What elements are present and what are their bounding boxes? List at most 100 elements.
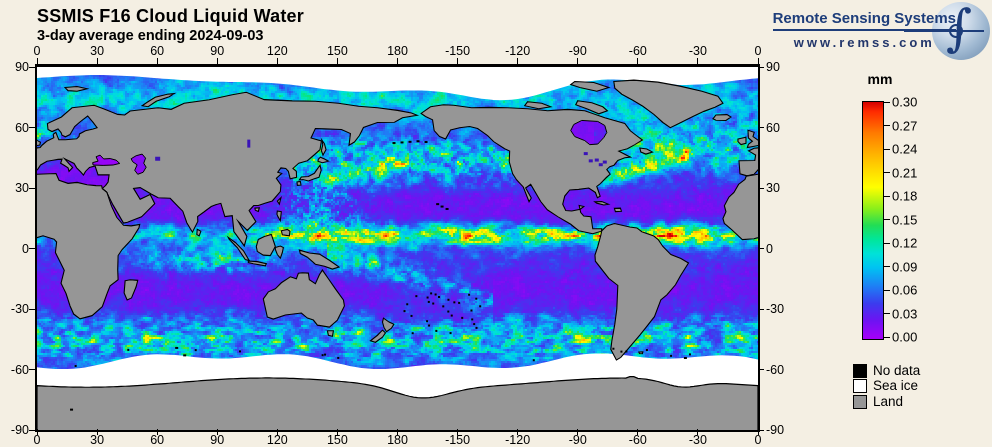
lat-tick bbox=[758, 127, 764, 128]
legend-swatch bbox=[853, 379, 867, 394]
lat-tick bbox=[758, 308, 764, 310]
lon-tick-label: 90 bbox=[210, 44, 225, 58]
lat-tick-label: -30 bbox=[766, 302, 785, 316]
lon-tick bbox=[216, 58, 218, 64]
colorbar-tick-label: 0.06 bbox=[892, 282, 918, 298]
colorbar-tick-label: 0.30 bbox=[892, 94, 918, 110]
lon-tick-label: -90 bbox=[568, 44, 587, 58]
lon-tick-label: 30 bbox=[90, 433, 105, 447]
lon-tick bbox=[697, 58, 699, 64]
lon-tick bbox=[96, 429, 98, 435]
lon-tick-label: 180 bbox=[387, 433, 408, 447]
page-subtitle: 3-day average ending 2024-09-03 bbox=[37, 28, 264, 44]
lon-tick bbox=[637, 429, 639, 435]
colorbar-tick bbox=[884, 336, 890, 338]
lat-tick-label: -90 bbox=[10, 423, 29, 437]
colorbar-tick bbox=[884, 289, 890, 291]
colorbar-tick-label: 0.09 bbox=[892, 259, 918, 274]
lon-tick-label: -30 bbox=[688, 44, 707, 58]
lon-tick bbox=[697, 429, 699, 435]
lat-tick bbox=[29, 248, 35, 249]
lat-tick-label: 30 bbox=[15, 181, 29, 195]
lon-tick bbox=[397, 58, 398, 64]
lat-tick bbox=[29, 127, 35, 128]
lon-tick bbox=[276, 429, 278, 435]
lon-tick bbox=[577, 429, 579, 435]
colorbar-tick bbox=[884, 101, 890, 103]
logo-url: www.remss.com bbox=[793, 35, 935, 50]
lat-tick-label: 60 bbox=[766, 120, 780, 135]
lon-tick bbox=[517, 58, 519, 64]
lon-tick bbox=[36, 58, 38, 64]
colorbar-tick-label: 0.03 bbox=[892, 306, 918, 321]
colorbar-tick-label: 0.24 bbox=[892, 141, 918, 157]
lat-tick bbox=[758, 66, 764, 68]
lat-tick-label: -90 bbox=[766, 423, 785, 437]
legend-swatch bbox=[853, 364, 867, 378]
lat-tick-label: -30 bbox=[10, 302, 29, 316]
colorbar-tick-label: 0.00 bbox=[892, 329, 918, 345]
colorbar-tick-label: 0.27 bbox=[892, 118, 918, 133]
logo-title: Remote Sensing Systems bbox=[772, 10, 956, 27]
remss-logo: ∫ Remote Sensing Systems www.remss.com bbox=[757, 0, 992, 62]
lon-tick-label: -90 bbox=[568, 433, 587, 447]
remss-globe-icon: ∫ bbox=[904, 0, 990, 60]
logo-text: Remote Sensing Systems www.remss.com bbox=[772, 10, 956, 50]
lon-tick-label: 0 bbox=[33, 44, 41, 58]
lon-tick bbox=[577, 58, 579, 64]
lon-tick-label: -30 bbox=[688, 433, 707, 447]
lon-tick-label: 60 bbox=[150, 433, 165, 447]
colorbar-tick-label: 0.21 bbox=[892, 165, 918, 180]
lon-tick bbox=[457, 58, 459, 64]
lat-tick bbox=[29, 187, 35, 189]
lon-tick bbox=[156, 58, 158, 64]
colorbar-tick-label: 0.12 bbox=[892, 235, 918, 251]
colorbar-tick bbox=[884, 125, 890, 126]
colorbar-tick bbox=[884, 266, 890, 267]
lat-tick bbox=[758, 187, 764, 189]
colorbar-tick-label: 0.15 bbox=[892, 212, 918, 227]
lon-tick-label: -60 bbox=[628, 433, 647, 447]
lon-tick-label: 90 bbox=[210, 433, 225, 447]
lon-tick bbox=[517, 429, 519, 435]
legend-label: No data bbox=[873, 363, 921, 378]
lon-tick-label: 150 bbox=[326, 44, 348, 58]
map-frame bbox=[35, 64, 760, 432]
lon-tick bbox=[336, 58, 338, 64]
lon-tick bbox=[457, 429, 459, 435]
lon-tick-label: -120 bbox=[505, 433, 531, 447]
lon-tick bbox=[757, 58, 759, 64]
lon-tick-label: 0 bbox=[754, 433, 762, 447]
lon-tick-label: 120 bbox=[266, 433, 288, 447]
lon-tick-label: 0 bbox=[33, 433, 41, 447]
lon-tick-label: 30 bbox=[90, 44, 105, 58]
lon-tick bbox=[36, 429, 38, 435]
lon-tick bbox=[336, 429, 338, 435]
colorbar-tick bbox=[884, 172, 890, 173]
lon-tick bbox=[156, 429, 158, 435]
lon-tick bbox=[757, 429, 759, 435]
lon-tick-label: 0 bbox=[754, 44, 762, 58]
lat-tick bbox=[758, 369, 764, 370]
legend-label: Land bbox=[873, 393, 904, 409]
lon-tick-label: -150 bbox=[445, 433, 471, 447]
lat-tick-label: 90 bbox=[766, 60, 780, 74]
globe-axis-line bbox=[904, 30, 984, 32]
logo-underline bbox=[772, 29, 956, 31]
lon-tick bbox=[397, 429, 398, 435]
lat-tick-label: 60 bbox=[15, 120, 29, 135]
lat-tick bbox=[758, 248, 764, 249]
colorbar-unit: mm bbox=[867, 71, 893, 87]
lat-tick bbox=[758, 429, 764, 431]
lon-tick bbox=[216, 429, 218, 435]
colorbar-tick-label: 0.18 bbox=[892, 188, 918, 204]
lat-tick bbox=[29, 369, 35, 370]
colorbar-tick bbox=[884, 242, 890, 244]
lat-tick-label: -60 bbox=[766, 362, 785, 377]
colorbar-tick bbox=[884, 195, 890, 197]
lon-tick-label: 180 bbox=[387, 44, 408, 58]
lat-tick-label: -60 bbox=[10, 362, 29, 377]
lat-tick-label: 0 bbox=[22, 241, 29, 256]
crosshair-icon bbox=[949, 24, 963, 38]
